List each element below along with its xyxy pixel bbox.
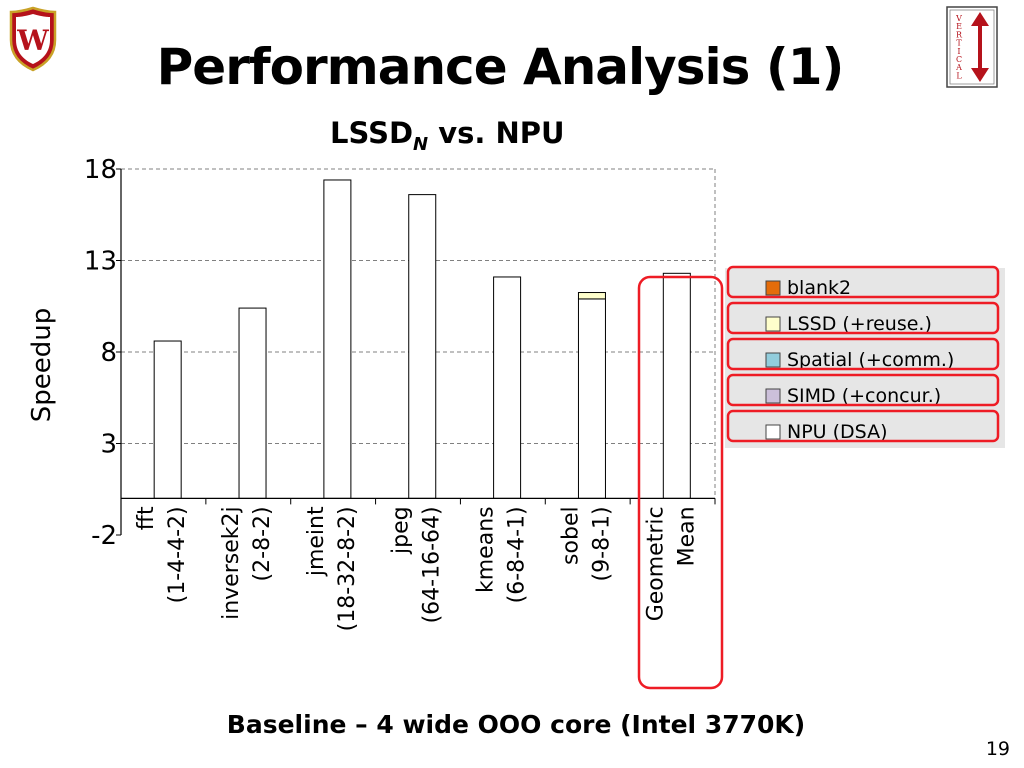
x-label-line: inversek2j: [219, 506, 244, 620]
chart-legend: blank2 LSSD (+reuse.) Spatial (+comm.) SIMD…: [725, 268, 1005, 448]
x-category-label: Geometric Mean: [643, 506, 699, 621]
legend-swatch: [765, 280, 781, 296]
logo-letter: W: [16, 24, 49, 57]
highlight-boxes: [637, 265, 1000, 690]
chart-axes: [116, 168, 716, 536]
y-tick-label: 8: [100, 338, 117, 368]
legend-highlight-box: [726, 265, 1000, 299]
x-label-line: (9-8-1): [589, 506, 614, 581]
geomean-highlight-box: [637, 275, 724, 690]
x-label-line: Geometric: [643, 506, 668, 621]
bar-segment: [408, 194, 437, 499]
legend-highlight-box: [726, 337, 1000, 371]
x-label-line: (18-32-8-2): [335, 506, 360, 631]
legend-highlight-box: [726, 301, 1000, 335]
bar-segment: [662, 272, 691, 499]
legend-highlight-box: [726, 409, 1000, 443]
x-label-line: (2-8-2): [250, 506, 275, 581]
x-category-labels: fft (1-4-4-2) inversek2j (2-8-2) jmeint (18-3…: [134, 506, 699, 631]
page-number: 19: [985, 738, 1010, 760]
legend-label: LSSD (+reuse.): [787, 313, 932, 335]
baseline-footnote: Baseline – 4 wide OOO core (Intel 3770K): [226, 710, 806, 739]
y-tick-label: 13: [84, 247, 117, 277]
legend-highlight-box: [726, 373, 1000, 407]
legend-label: NPU (DSA): [787, 421, 887, 443]
legend-swatch: [765, 388, 781, 404]
x-label-line: fft: [134, 506, 159, 530]
chart-title: LSSDN vs. NPU: [330, 116, 565, 155]
y-tick-label: 18: [84, 155, 117, 185]
x-category-label: inversek2j (2-8-2): [219, 506, 275, 620]
x-category-label: fft (1-4-4-2): [134, 506, 190, 603]
legend-label: blank2: [787, 277, 851, 299]
y-tick-label: -2: [91, 521, 117, 551]
x-category-label: jpeg (64-16-64): [389, 506, 445, 623]
x-category-label: kmeans (6-8-4-1): [474, 506, 530, 603]
y-tick-label: 3: [100, 430, 117, 460]
y-tick-labels: -2 3 8 13 18: [84, 155, 117, 551]
x-label-line: Mean: [674, 506, 699, 566]
x-label-line: sobel: [558, 506, 583, 565]
bar-segment: [323, 179, 352, 499]
x-label-line: (6-8-4-1): [505, 506, 530, 603]
x-label-line: jmeint: [304, 506, 329, 577]
x-label-line: kmeans: [474, 506, 499, 593]
bar-segment: [238, 307, 267, 499]
chart-bars: [153, 179, 691, 499]
legend-swatch: [765, 424, 781, 440]
legend-swatch: [765, 316, 781, 332]
slide-title: Performance Analysis (1): [156, 38, 845, 96]
y-axis-label: Speedup: [27, 308, 57, 423]
bar-segment: [153, 340, 182, 499]
chart-title-main: LSSD: [330, 116, 414, 150]
bar-segment: [577, 292, 606, 300]
x-label-line: (1-4-4-2): [165, 506, 190, 603]
legend-swatch: [765, 352, 781, 368]
bar-segment: [493, 276, 522, 499]
chart-title-rest: vs. NPU: [428, 116, 565, 150]
speedup-bar-chart: -2 3 8 13 18 fft (1-4-4-2) inversek2j (2-8-2) jm…: [27, 155, 1005, 690]
x-label-line: (64-16-64): [420, 506, 445, 623]
chart-title-subscript: N: [413, 133, 429, 155]
bar-segment: [577, 298, 606, 499]
university-crest-logo: W: [8, 6, 58, 72]
x-category-label: jmeint (18-32-8-2): [304, 506, 360, 631]
legend-label: SIMD (+concur.): [787, 385, 941, 407]
legend-label: Spatial (+comm.): [787, 349, 954, 371]
x-category-label: sobel (9-8-1): [558, 506, 614, 581]
x-label-line: jpeg: [389, 506, 414, 555]
